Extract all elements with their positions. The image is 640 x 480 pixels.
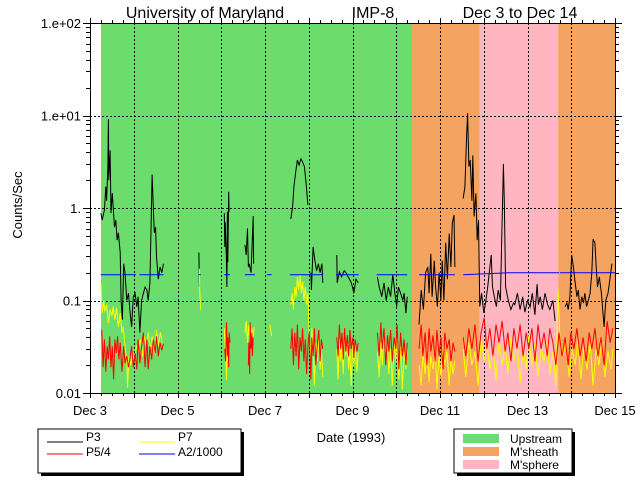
series-p5-4-line (224, 322, 231, 368)
series-p7-line (198, 268, 202, 310)
region-label-msphere: M'sphere (510, 458, 559, 472)
series-p3-line (418, 214, 456, 325)
x-tick-label: Dec 3 (73, 403, 107, 418)
series-p7-line (290, 274, 324, 386)
series-p3-line (290, 157, 309, 220)
y-tick-label: 1. (70, 201, 81, 216)
tick-labels: Dec 3 Dec 5 Dec 7 Dec 9 Dec 11 Dec 13 Dec 15 1.… (41, 16, 636, 418)
legend-label-p3: P3 (86, 430, 101, 444)
series-p3-line (376, 274, 408, 314)
series-p3-line (223, 191, 230, 288)
title-spacecraft: IMP-8 (352, 5, 395, 22)
series-legend: P3 P7 P5/4 A2/1000 (37, 428, 244, 476)
series-p3-line (100, 119, 164, 333)
data-series (100, 113, 615, 390)
x-tick-label: Dec 11 (420, 403, 460, 418)
series-p5-4-line (290, 324, 324, 380)
y-tick-label: 1.e+01 (41, 109, 81, 124)
series-p5-4-line (101, 329, 164, 380)
region-swatch-msheath (463, 447, 499, 456)
region-legend-entry-msphere: M'sphere (463, 458, 559, 472)
legend-entry-p7: P7 (139, 430, 193, 444)
x-tick-label: Dec 13 (507, 403, 548, 418)
legend-entry-p5-4: P5/4 (47, 445, 111, 459)
region-swatch-msphere (463, 460, 499, 469)
axes (83, 18, 622, 398)
series-p5-4-line (336, 324, 359, 360)
legend-entry-p3: P3 (47, 430, 101, 444)
legend-label-p7: P7 (178, 430, 193, 444)
series-p5-4-line (418, 324, 456, 370)
y-axis-label: Counts/Sec (10, 171, 25, 239)
region-upstream (100, 23, 412, 393)
y-tick-label: 1.e+02 (41, 16, 81, 31)
y-tick-label: 0.01 (56, 386, 81, 401)
legend-label-p5-4: P5/4 (86, 445, 111, 459)
x-axis-label: Date (1993) (317, 430, 386, 445)
series-p5-4-line (462, 317, 614, 366)
region-swatch-upstream (463, 434, 499, 443)
legend-label-a2-1000: A2/1000 (178, 445, 223, 459)
series-p7-line (462, 289, 614, 386)
series-p5-4-line (247, 322, 254, 375)
series-p3-line (244, 215, 255, 273)
series-p3-line (564, 238, 613, 327)
y-tick-label: 0.1 (63, 294, 81, 309)
legend-entry-a2-1000: A2/1000 (139, 445, 223, 459)
series-p7-line (100, 283, 163, 388)
series-p7-line (269, 324, 273, 337)
x-tick-label: Dec 15 (594, 403, 635, 418)
series-a2-1000-line (463, 272, 559, 276)
series-p3-line (462, 113, 556, 322)
region-legend-entry-msheath: M'sheath (463, 445, 558, 459)
x-tick-label: Dec 7 (248, 403, 282, 418)
title-date-range: Dec 3 to Dec 14 (463, 5, 578, 22)
region-legend: Upstream M'sheath M'sphere (453, 428, 575, 476)
x-tick-label: Dec 5 (161, 403, 195, 418)
series-p7-line (418, 346, 456, 390)
region-label-msheath: M'sheath (510, 445, 558, 459)
title-institution: University of Maryland (126, 5, 284, 22)
region-legend-entry-upstream: Upstream (463, 432, 562, 446)
x-tick-label: Dec 9 (336, 403, 370, 418)
region-label-upstream: Upstream (510, 432, 562, 446)
series-p5-4-line (376, 322, 408, 370)
legend-box (37, 428, 242, 474)
series-p7-line (376, 332, 408, 390)
series-p3-line (310, 246, 324, 291)
